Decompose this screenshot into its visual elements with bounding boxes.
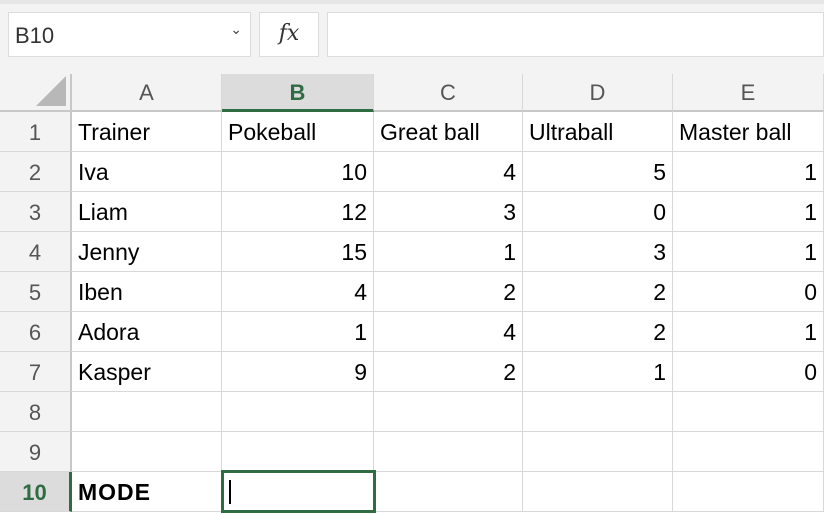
row-header-3[interactable]: 3 (0, 192, 72, 232)
row-header-5[interactable]: 5 (0, 272, 72, 312)
cell-D9[interactable] (523, 432, 673, 472)
cell-D10[interactable] (523, 472, 673, 512)
cell-C10[interactable] (374, 472, 523, 512)
cell-B3[interactable]: 12 (222, 192, 374, 232)
cell-B6[interactable]: 1 (222, 312, 374, 352)
cell-C5[interactable]: 2 (374, 272, 523, 312)
column-header-C[interactable]: C (374, 74, 523, 112)
cell-A7[interactable]: Kasper (72, 352, 222, 392)
name-box-value: B10 (15, 23, 55, 48)
cell-C7[interactable]: 2 (374, 352, 523, 392)
cell-D1[interactable]: Ultraball (523, 112, 673, 152)
cell-E7[interactable]: 0 (673, 352, 824, 392)
row-header-10[interactable]: 10 (0, 472, 72, 512)
cell-A1[interactable]: Trainer (72, 112, 222, 152)
column-header-E[interactable]: E (673, 74, 824, 112)
insert-function-button[interactable]: fx (259, 12, 319, 57)
cell-A3[interactable]: Liam (72, 192, 222, 232)
select-all-button[interactable] (0, 74, 72, 112)
row-header-8[interactable]: 8 (0, 392, 72, 432)
row-header-1[interactable]: 1 (0, 112, 72, 152)
cell-D3[interactable]: 0 (523, 192, 673, 232)
row-header-9[interactable]: 9 (0, 432, 72, 472)
cell-A2[interactable]: Iva (72, 152, 222, 192)
cell-C2[interactable]: 4 (374, 152, 523, 192)
column-header-B[interactable]: B (222, 74, 374, 112)
cell-A9[interactable] (72, 432, 222, 472)
cell-B8[interactable] (222, 392, 374, 432)
cell-D8[interactable] (523, 392, 673, 432)
cell-C9[interactable] (374, 432, 523, 472)
cell-C4[interactable]: 1 (374, 232, 523, 272)
cell-D5[interactable]: 2 (523, 272, 673, 312)
cell-C1[interactable]: Great ball (374, 112, 523, 152)
cell-B5[interactable]: 4 (222, 272, 374, 312)
cell-C8[interactable] (374, 392, 523, 432)
cell-E8[interactable] (673, 392, 824, 432)
name-box[interactable]: B10 ⌄ (8, 12, 251, 57)
chevron-down-icon[interactable]: ⌄ (230, 21, 242, 37)
cell-B4[interactable]: 15 (222, 232, 374, 272)
cell-C3[interactable]: 3 (374, 192, 523, 232)
cell-E4[interactable]: 1 (673, 232, 824, 272)
cell-A8[interactable] (72, 392, 222, 432)
cell-D2[interactable]: 5 (523, 152, 673, 192)
cell-E9[interactable] (673, 432, 824, 472)
row-header-7[interactable]: 7 (0, 352, 72, 392)
cell-B2[interactable]: 10 (222, 152, 374, 192)
row-header-2[interactable]: 2 (0, 152, 72, 192)
cell-E1[interactable]: Master ball (673, 112, 824, 152)
cell-B1[interactable]: Pokeball (222, 112, 374, 152)
active-cell-B10[interactable] (221, 470, 376, 513)
cell-A4[interactable]: Jenny (72, 232, 222, 272)
column-header-A[interactable]: A (72, 74, 222, 112)
formula-input[interactable] (327, 12, 824, 57)
cell-E3[interactable]: 1 (673, 192, 824, 232)
cell-C6[interactable]: 4 (374, 312, 523, 352)
row-header-6[interactable]: 6 (0, 312, 72, 352)
cell-A5[interactable]: Iben (72, 272, 222, 312)
column-header-D[interactable]: D (523, 74, 673, 112)
cell-E2[interactable]: 1 (673, 152, 824, 192)
cell-D4[interactable]: 3 (523, 232, 673, 272)
cell-A6[interactable]: Adora (72, 312, 222, 352)
cell-D7[interactable]: 1 (523, 352, 673, 392)
toolbar-edge (0, 0, 824, 4)
cell-E10[interactable] (673, 472, 824, 512)
text-cursor (229, 480, 231, 504)
row-header-4[interactable]: 4 (0, 232, 72, 272)
cell-B7[interactable]: 9 (222, 352, 374, 392)
cell-E5[interactable]: 0 (673, 272, 824, 312)
cell-D6[interactable]: 2 (523, 312, 673, 352)
cell-B9[interactable] (222, 432, 374, 472)
cell-E6[interactable]: 1 (673, 312, 824, 352)
spreadsheet-grid: A B C D E 1 Trainer Pokeball Great ball Ultraball… (0, 74, 824, 514)
cell-A10[interactable]: MODE (72, 472, 222, 512)
